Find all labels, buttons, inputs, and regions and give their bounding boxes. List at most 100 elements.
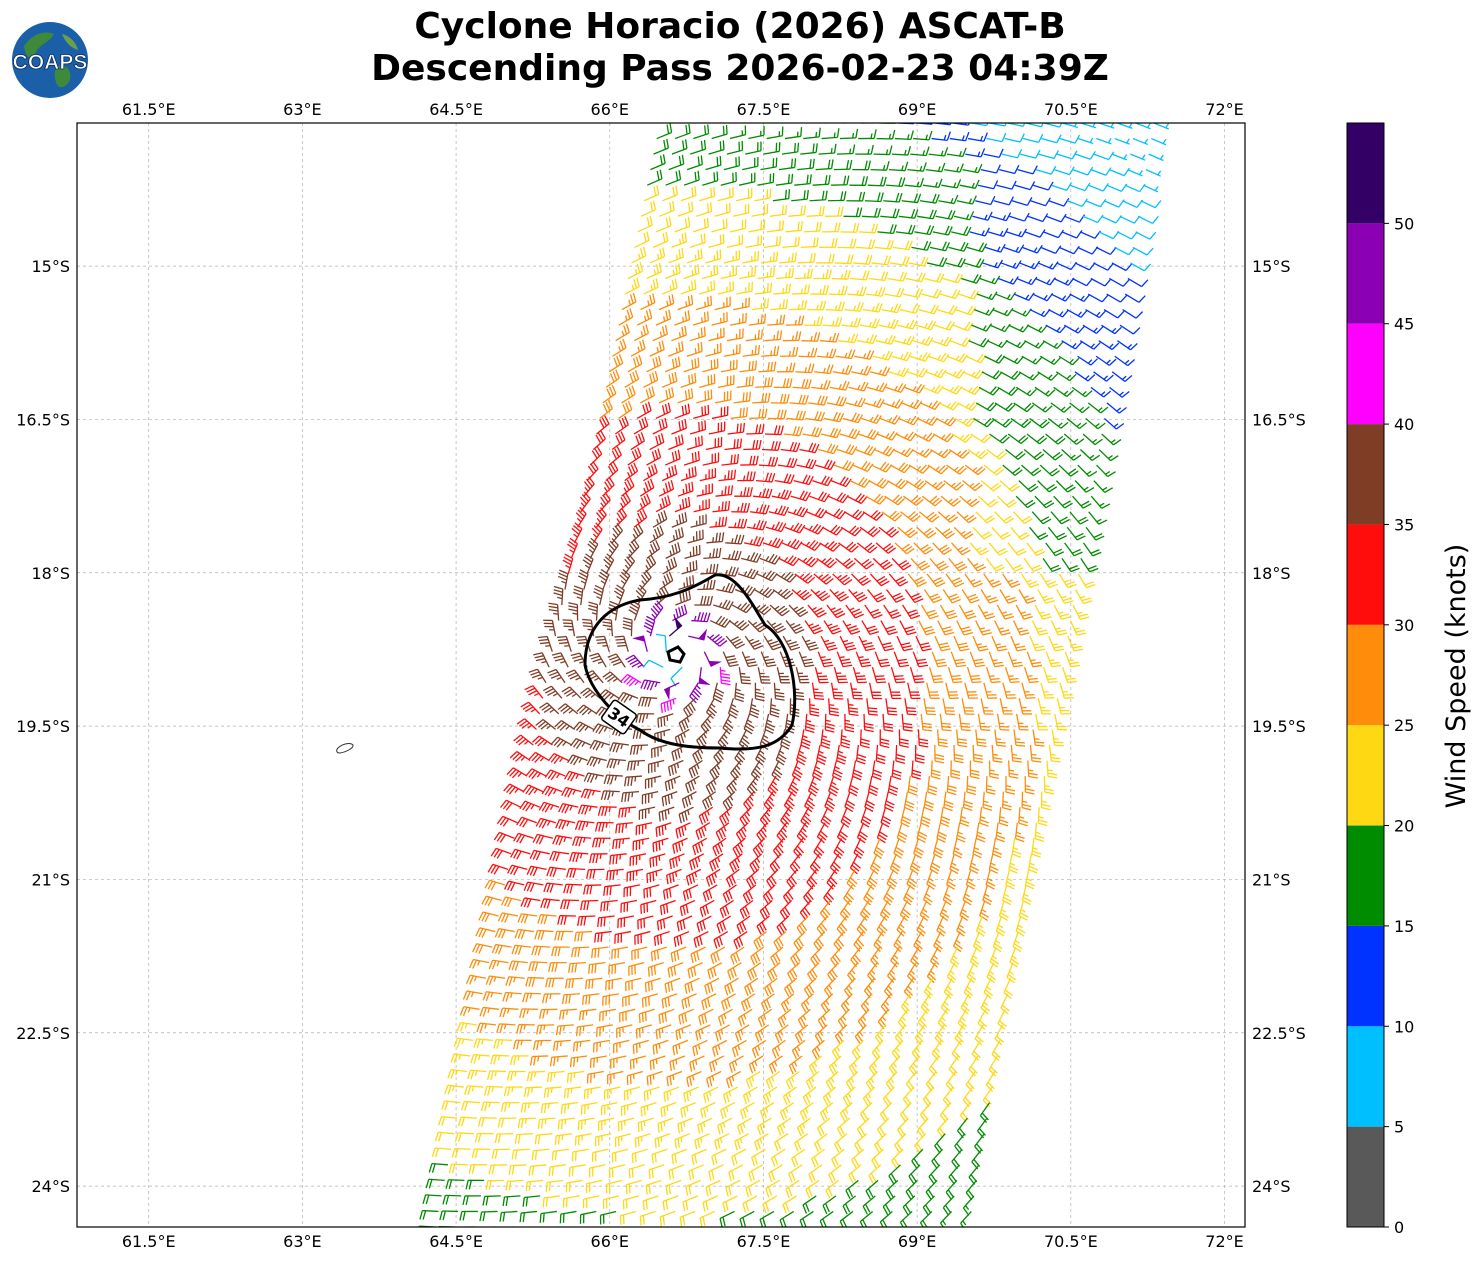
wind-barb: [733, 297, 750, 311]
wind-barb: [959, 179, 980, 189]
wind-barb: [873, 145, 893, 156]
lon-tick-label-bottom: 64.5°E: [429, 1232, 483, 1251]
wind-barb: [548, 1226, 554, 1227]
wind-barb: [858, 223, 879, 234]
lon-tick-label-top: 61.5°E: [122, 100, 176, 119]
wind-barb: [1098, 340, 1120, 351]
colorbar-tick-label: 5: [1394, 1118, 1404, 1137]
wind-barb: [934, 320, 955, 331]
wind-barb: [809, 1226, 811, 1227]
wind-barb: [695, 295, 713, 311]
wind-barb: [693, 124, 710, 140]
wind-barb: [825, 301, 846, 312]
wind-barb: [692, 217, 709, 233]
wind-barb: [1050, 293, 1072, 302]
wind-barb: [800, 237, 819, 249]
wind-barb: [952, 123, 970, 126]
wind-barb: [742, 250, 760, 264]
wind-barb: [1043, 123, 1063, 128]
wind-barb: [1130, 153, 1146, 161]
lon-tick-label-top: 72°E: [1205, 100, 1243, 119]
wind-barb: [880, 208, 900, 219]
colorbar-bin: [1347, 424, 1384, 525]
lat-tick-label-right: 16.5°S: [1252, 410, 1306, 429]
wind-barb: [840, 223, 860, 233]
wind-barb: [730, 312, 747, 326]
wind-barb: [665, 170, 682, 186]
colorbar-tick-label: 40: [1394, 415, 1414, 434]
wind-barb: [864, 192, 884, 203]
wind-barb: [674, 217, 691, 233]
lat-tick-label-left: 22.5°S: [16, 1024, 70, 1043]
lon-tick-label-top: 69°E: [898, 100, 936, 119]
wind-barb: [769, 204, 788, 217]
wind-barb: [686, 248, 703, 264]
wind-barb: [858, 129, 877, 140]
wind-barb: [1132, 246, 1154, 256]
wind-barb: [888, 1226, 890, 1227]
wind-barb: [948, 241, 969, 252]
wind-barb: [868, 271, 889, 282]
wind-barb: [668, 247, 684, 264]
wind-barb: [1072, 277, 1093, 287]
wind-barb: [938, 194, 959, 205]
wind-barb: [945, 257, 966, 268]
wind-barb: [766, 126, 784, 140]
wind-barb: [1061, 340, 1083, 350]
wind-barb: [1119, 324, 1141, 335]
title-line-2: Descending Pass 2026-02-23 04:39Z: [371, 48, 1109, 89]
wind-barb: [791, 284, 811, 295]
wind-barb: [788, 205, 806, 217]
wind-barb: [757, 173, 775, 186]
wind-barb: [627, 262, 644, 280]
wind-barb: [748, 219, 766, 233]
wind-barb: [766, 220, 785, 233]
wind-barb: [730, 1226, 732, 1227]
wind-barb: [699, 280, 716, 295]
wind-barb: [917, 209, 937, 220]
wind-barb: [1109, 167, 1130, 177]
wind-barb: [849, 1226, 851, 1227]
wind-barb: [835, 349, 856, 360]
wind-barb: [901, 193, 922, 204]
wind-barb: [634, 231, 650, 248]
wind-barb: [1137, 215, 1159, 225]
wind-barb: [1056, 150, 1078, 160]
wind-barb: [924, 272, 945, 283]
lat-tick-label-right: 18°S: [1252, 564, 1291, 583]
wind-barb: [745, 141, 762, 155]
wind-barb: [871, 255, 892, 266]
wind-barb: [962, 163, 983, 174]
wind-barb: [1124, 293, 1146, 303]
wind-barb: [505, 1226, 515, 1227]
wind-barb: [689, 233, 706, 249]
wind-barb: [711, 124, 728, 140]
wind-barb: [980, 164, 1001, 174]
lon-tick-label-bottom: 61.5°E: [122, 1232, 176, 1251]
wind-barb: [807, 300, 827, 311]
wind-barb: [1090, 277, 1112, 287]
wind-barb: [1022, 133, 1044, 144]
wind-barb: [714, 123, 718, 124]
wind-barb: [804, 316, 824, 327]
wind-barb: [1000, 260, 1022, 269]
lon-tick-label-bottom: 67.5°E: [737, 1232, 791, 1251]
logo-text: COAPS: [13, 51, 88, 74]
colorbar-tick-label: 35: [1394, 515, 1414, 534]
wind-barb: [914, 225, 935, 236]
colorbar-tick-label: 45: [1394, 315, 1414, 334]
wind-barb: [942, 273, 964, 284]
colorbar-tick-label: 15: [1394, 917, 1414, 936]
wind-barb: [895, 224, 916, 235]
wind-barb: [665, 263, 681, 280]
wind-barb: [659, 201, 675, 217]
wind-barb: [748, 126, 765, 140]
wind-barb: [1127, 169, 1143, 177]
wind-barb: [1059, 134, 1081, 144]
wind-barb: [1140, 200, 1162, 209]
wind-barb: [1082, 324, 1104, 334]
wind-barb: [692, 311, 709, 326]
wind-barb: [953, 211, 975, 221]
wind-barb: [773, 283, 792, 295]
wind-barb: [883, 192, 903, 203]
